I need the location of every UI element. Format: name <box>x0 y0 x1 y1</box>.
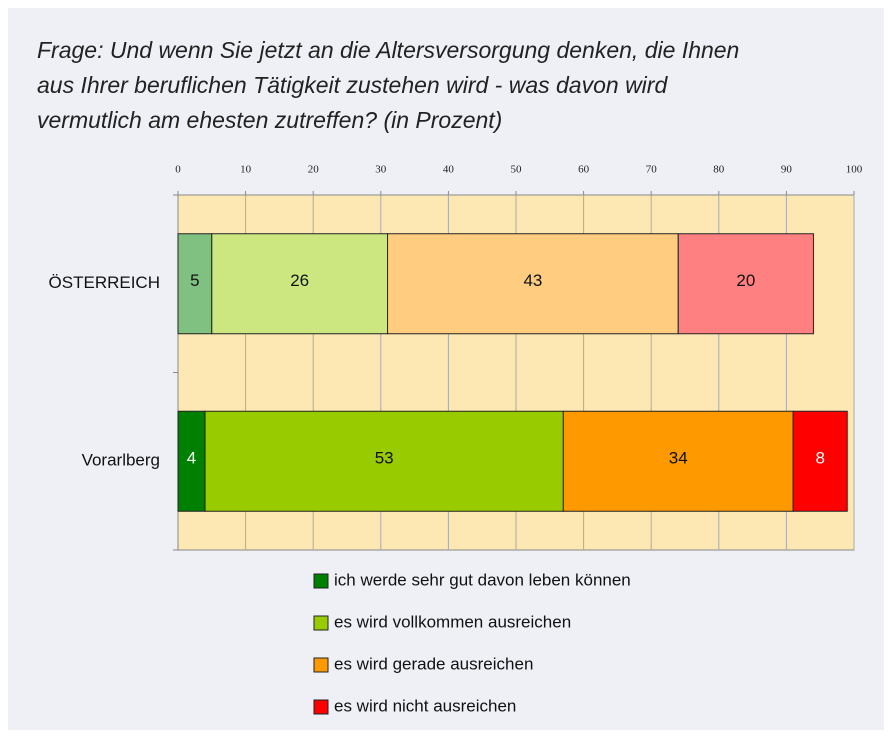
x-tick-label: 40 <box>443 164 455 176</box>
legend-swatch <box>313 657 329 673</box>
legend-swatch <box>313 573 329 589</box>
legend-label: es wird gerade ausreichen <box>334 654 533 673</box>
bar-segment <box>177 233 213 335</box>
legend-swatch <box>313 699 329 715</box>
legend-label: es wird vollkommen ausreichen <box>334 612 571 631</box>
value-label: 4 <box>187 449 196 468</box>
x-tick-label: 10 <box>240 164 252 176</box>
chart-title-line: aus Ihrer beruflichen Tätigkeit zustehen… <box>37 72 668 98</box>
bar-segment <box>387 233 679 335</box>
chart-title: Frage: Und wenn Sie jetzt an die Altersv… <box>37 37 739 133</box>
value-label: 8 <box>815 449 824 468</box>
legend-swatch <box>313 615 329 631</box>
value-label: 43 <box>523 271 542 290</box>
x-tick-label: 90 <box>781 164 793 176</box>
x-tick-label: 0 <box>175 164 181 176</box>
y-tick-label: ÖSTERREICH <box>49 273 160 292</box>
legend-label: es wird nicht ausreichen <box>334 696 516 715</box>
chart-title-line: Frage: Und wenn Sie jetzt an die Altersv… <box>37 37 739 63</box>
bar-segment <box>177 410 206 512</box>
x-tick-label: 70 <box>646 164 658 176</box>
x-tick-label: 100 <box>846 164 863 176</box>
value-label: 34 <box>669 449 688 468</box>
bar-segment <box>562 410 794 512</box>
value-label: 53 <box>375 449 394 468</box>
value-label: 20 <box>736 271 755 290</box>
legend-label: ich werde sehr gut davon leben können <box>334 570 631 589</box>
x-tick-label: 50 <box>511 164 523 176</box>
chart-title-line: vermutlich am ehesten zutreffen? (in Pro… <box>37 107 502 133</box>
bar-segment <box>204 410 564 512</box>
value-label: 5 <box>190 271 199 290</box>
bar-segment <box>677 233 814 335</box>
value-label: 26 <box>290 271 309 290</box>
y-tick-label: Vorarlberg <box>82 451 160 470</box>
bar-segment <box>211 233 389 335</box>
x-tick-label: 30 <box>375 164 387 176</box>
x-tick-label: 20 <box>308 164 320 176</box>
x-tick-label: 60 <box>578 164 590 176</box>
x-tick-label: 80 <box>713 164 725 176</box>
bar-segment <box>792 410 848 512</box>
